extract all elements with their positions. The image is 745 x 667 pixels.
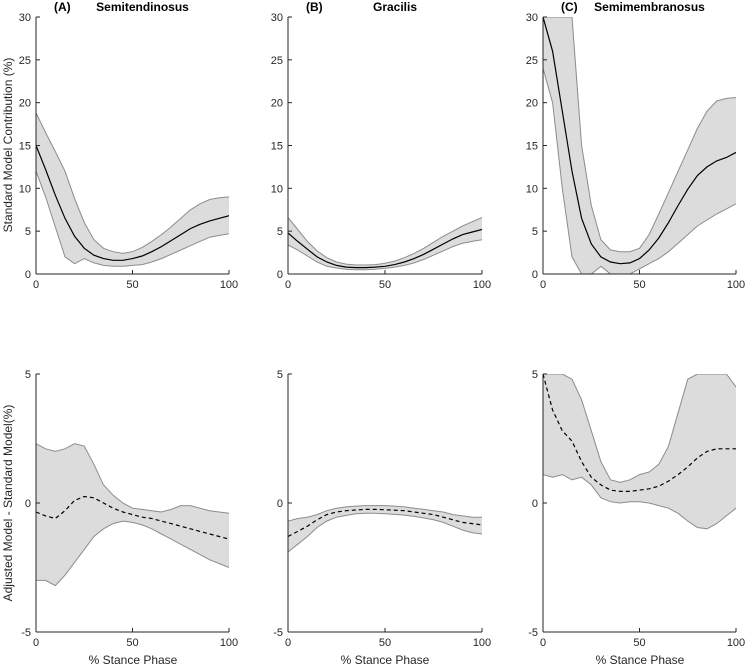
bottom-y-axis-title: Adjusted Model - Standard Model(%) [1,405,15,602]
y-tick-label-c: 30 [526,12,538,24]
x-tick-label-c: 50 [633,279,645,291]
sd-upper-edge-e [288,505,482,522]
panel-c: 0 5 10 15 20 25 30 0 50 100 (C) Semimembranosus [526,0,745,291]
x-axis-title-b: % Stance Phase [341,653,430,667]
sd-lower-edge-e [288,512,482,553]
y-tick-label-f: 5 [532,369,538,381]
plot-area-d [36,443,229,587]
top-y-axis-title: Standard Model Contribution (%) [1,58,15,233]
y-tick-label-b: 25 [271,55,283,67]
y-tick-label-d: 0 [25,498,31,510]
sd-band-f [543,374,736,529]
x-tick-label-d: 0 [33,637,39,649]
x-tick-label-a: 0 [33,279,39,291]
panel-b: 0 5 10 15 20 25 30 0 50 100 (B) Gracilis [271,0,491,291]
x-tick-label-c: 100 [727,279,745,291]
panel-label-c: (C) [561,0,578,14]
x-tick-label-f: 100 [727,637,745,649]
y-tick-label-a: 5 [25,226,31,238]
panel-title-a: Semitendinosus [96,0,189,14]
y-tick-label-d: -5 [21,627,31,639]
y-tick-label-e: 0 [277,498,283,510]
x-tick-label-d: 50 [126,637,138,649]
y-tick-label-c: 20 [526,98,538,110]
plot-area-e [288,505,482,553]
y-tick-label-e: 5 [277,369,283,381]
sd-band-c [543,17,736,274]
y-tick-label-c: 10 [526,183,538,195]
sd-upper-edge-b [288,217,482,266]
sd-upper-edge-a [36,112,229,254]
y-tick-label-a: 30 [19,12,31,24]
sd-band-a [36,112,229,267]
y-tick-label-b: 0 [277,269,283,281]
sd-upper-edge-f [543,374,736,483]
y-tick-label-c: 25 [526,55,538,67]
panel-label-b: (B) [306,0,323,14]
x-tick-label-b: 100 [473,279,491,291]
plot-area-c [543,17,736,274]
plot-area-b [288,217,482,271]
x-tick-label-d: 100 [220,637,238,649]
plot-area-a [36,112,229,267]
x-tick-label-c: 0 [540,279,546,291]
y-tick-label-b: 10 [271,183,283,195]
y-tick-label-c: 15 [526,141,538,153]
plot-area-f [543,374,736,530]
sd-upper-edge-d [36,443,229,514]
x-tick-label-a: 100 [220,279,238,291]
difference-line-e [288,508,482,538]
sd-lower-edge-a [36,171,229,267]
panel-a: 0 5 10 15 20 25 30 0 50 100 (A) Semitendinosus [19,0,238,291]
sd-band-e [288,505,482,552]
y-tick-label-a: 10 [19,183,31,195]
sd-lower-edge-d [36,520,229,587]
panel-label-a: (A) [54,0,71,14]
y-tick-label-a: 15 [19,141,31,153]
panel-title-c: Semimembranosus [594,0,705,14]
sd-lower-edge-c [543,68,736,274]
y-tick-label-a: 0 [25,269,31,281]
mean-line-a [36,145,229,261]
y-tick-label-b: 30 [271,12,283,24]
y-tick-label-c: 5 [532,226,538,238]
mean-line-b [288,228,482,269]
y-tick-label-b: 5 [277,226,283,238]
sd-band-d [36,443,229,586]
y-tick-label-f: -5 [528,627,538,639]
y-tick-label-d: 5 [25,369,31,381]
y-tick-label-f: 0 [532,498,538,510]
sd-lower-edge-b [288,239,482,271]
y-tick-label-a: 20 [19,98,31,110]
difference-line-d [36,495,229,540]
x-tick-label-f: 0 [540,637,546,649]
y-tick-label-c: 0 [532,269,538,281]
y-tick-label-e: -5 [273,627,283,639]
x-tick-label-b: 50 [379,279,391,291]
y-tick-label-a: 25 [19,55,31,67]
x-axis-title-a: % Stance Phase [89,653,178,667]
x-tick-label-e: 0 [285,637,291,649]
x-axis-title-c: % Stance Phase [596,653,685,667]
x-tick-label-f: 50 [633,637,645,649]
x-tick-label-b: 0 [285,279,291,291]
panel-title-b: Gracilis [373,0,417,14]
y-tick-label-b: 15 [271,141,283,153]
sd-upper-edge-c [543,17,736,253]
sd-lower-edge-f [543,474,736,530]
x-tick-label-e: 50 [379,637,391,649]
x-tick-label-a: 50 [126,279,138,291]
y-tick-label-b: 20 [271,98,283,110]
x-tick-label-e: 100 [473,637,491,649]
mean-line-c [543,17,736,265]
